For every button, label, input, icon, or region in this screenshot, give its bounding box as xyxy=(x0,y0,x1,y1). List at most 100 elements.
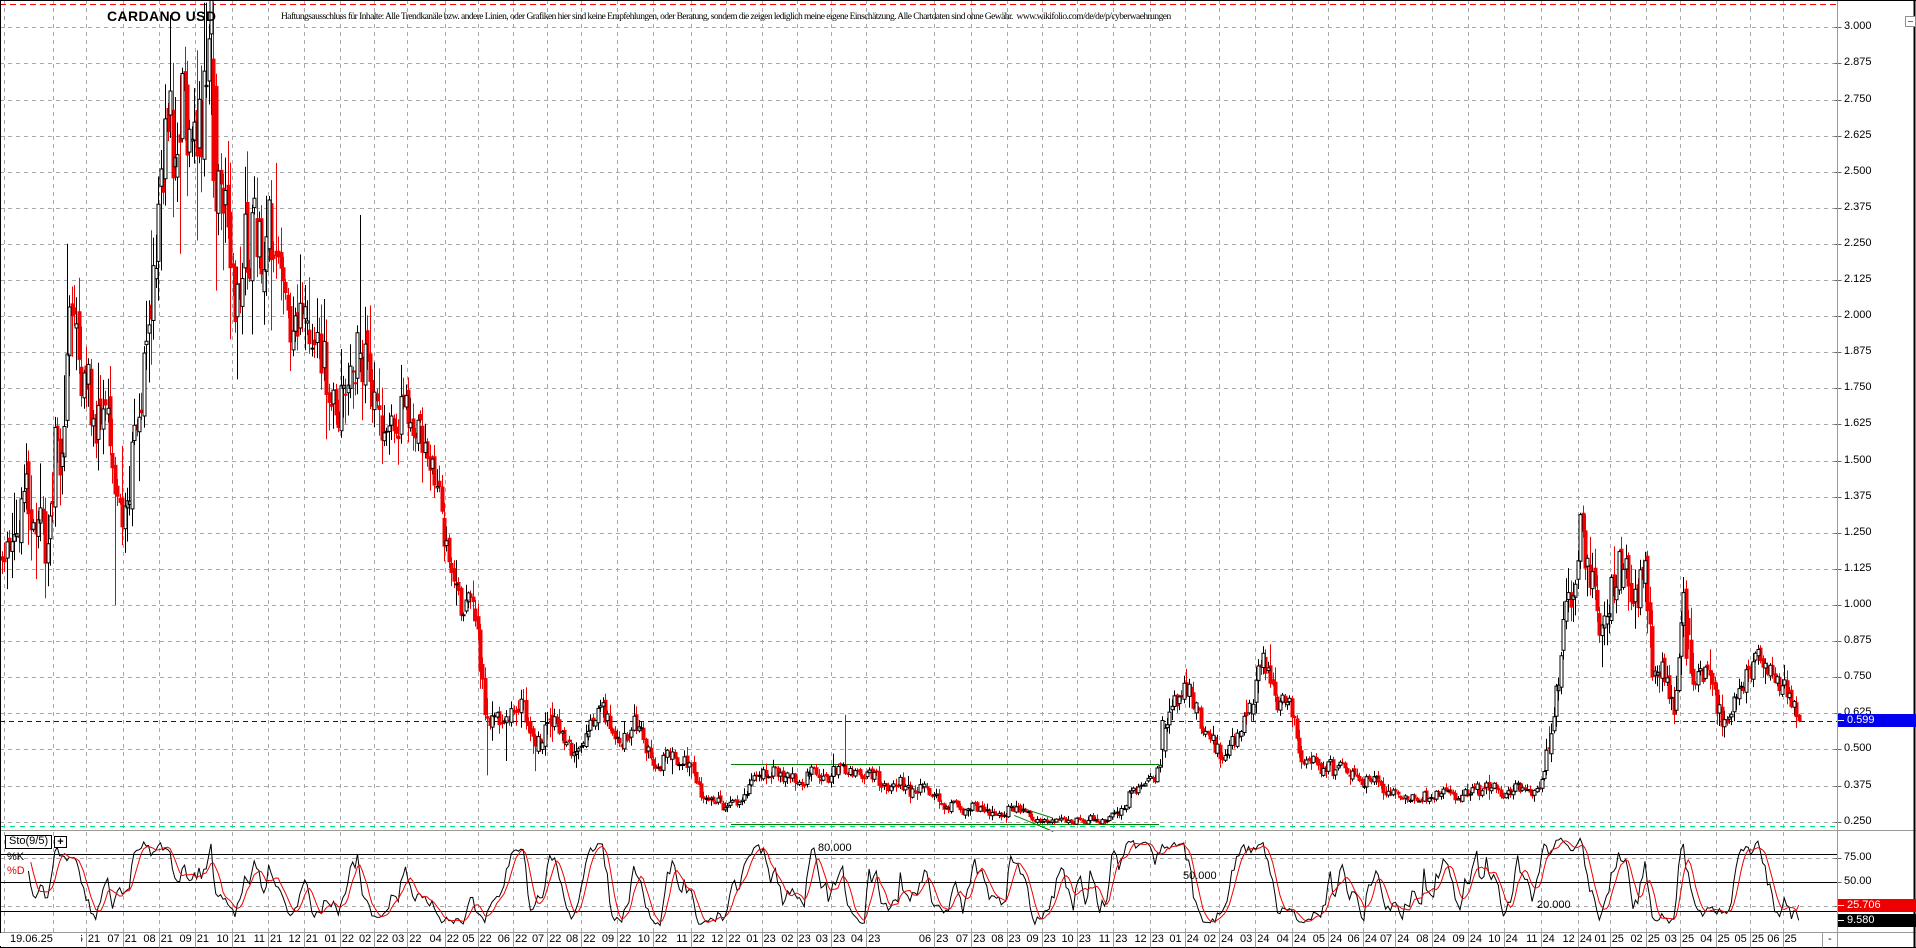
month-year-label: 22 xyxy=(409,933,422,945)
down-wicks xyxy=(2,2,1800,826)
month-number-label: 03 xyxy=(815,933,828,945)
last-price-badge: 0.599 xyxy=(1838,714,1916,727)
month-year-label: 23 xyxy=(798,933,811,945)
month-year-label: 24 xyxy=(1579,933,1593,945)
grid-vertical xyxy=(4,0,1784,933)
price-tick-label: 2.875 xyxy=(1844,56,1872,69)
month-number-label: 08 xyxy=(143,933,156,945)
chart-title: CARDANO USD xyxy=(107,8,217,24)
month-year-label: 21 xyxy=(233,933,246,945)
month-number-label: 06 xyxy=(497,933,510,945)
price-tick-label: 0.625 xyxy=(1844,706,1872,719)
price-tick-label: 2.500 xyxy=(1844,164,1872,177)
month-number-label: 07 xyxy=(955,933,969,945)
month-year-label: 25 xyxy=(1647,933,1660,945)
minimize-icon xyxy=(1908,21,1913,22)
price-tick-label: 1.125 xyxy=(1844,561,1872,574)
month-year-label: 22 xyxy=(654,933,668,945)
stochastic-level-label: 20.000 xyxy=(1537,898,1571,911)
month-year-label: 24 xyxy=(1293,933,1307,945)
month-number-label: 04 xyxy=(1276,933,1289,945)
month-number-label: 11 xyxy=(1526,933,1538,945)
disclaimer-text: Haftungsausschluss für Inhalte: Alle Tre… xyxy=(281,12,1171,22)
month-year-label: 21 xyxy=(196,933,210,945)
no-data-label: - xyxy=(1828,933,1832,945)
month-number-label: 03 xyxy=(1240,933,1253,945)
month-year-label: 22 xyxy=(692,933,705,945)
price-tick-label: 1.875 xyxy=(1844,345,1872,358)
month-number-label: 03 xyxy=(1664,933,1677,945)
month-number-label: 06 xyxy=(1347,933,1360,945)
stochastic-k-badge: 9.580 xyxy=(1838,914,1916,927)
month-year-label: 21 xyxy=(305,933,319,945)
month-year-label: 24 xyxy=(1330,933,1343,945)
stochastic-d-badge: 25.706 xyxy=(1838,899,1916,912)
price-tick-label: 0.875 xyxy=(1844,634,1872,647)
month-number-label: 08 xyxy=(1416,933,1429,945)
month-year-label: 25 xyxy=(1611,933,1624,945)
month-year-label: 23 xyxy=(1043,933,1056,945)
month-number-label: 05 xyxy=(462,933,475,945)
price-tick-label: 1.500 xyxy=(1844,453,1872,466)
price-tick-label: 3.000 xyxy=(1844,20,1872,33)
month-number-label: 02 xyxy=(359,933,372,945)
price-tick-label: 0.750 xyxy=(1844,670,1872,683)
percent-d-label: %D xyxy=(7,865,25,877)
month-number-label: 11 xyxy=(253,933,265,945)
month-number-label: 05 xyxy=(1312,933,1325,945)
month-year-label: 23 xyxy=(833,933,846,945)
channel-line-1 xyxy=(1014,814,1054,832)
month-year-label: 22 xyxy=(515,933,528,945)
month-number-label: 09 xyxy=(1026,933,1039,945)
percent-k-label: %K xyxy=(7,851,25,863)
minimize-button[interactable] xyxy=(1905,16,1916,27)
up-bodies xyxy=(5,0,1797,825)
month-number-label: 02 xyxy=(781,933,794,945)
month-year-label: 22 xyxy=(619,933,632,945)
month-number-label: 05 xyxy=(1734,933,1747,945)
month-year-label: 23 xyxy=(1008,933,1021,945)
month-number-label: 04 xyxy=(429,933,442,945)
month-number-label: 12 xyxy=(1562,933,1575,945)
month-number-label: 07 xyxy=(1379,933,1393,945)
month-number-label: 01 xyxy=(1594,933,1607,945)
month-year-label: 23 xyxy=(1151,933,1164,945)
month-year-label: 23 xyxy=(973,933,986,945)
price-tick-label: 2.375 xyxy=(1844,200,1872,213)
price-tick-label: 0.250 xyxy=(1844,814,1872,827)
stochastic-tick-label: 75.00 xyxy=(1844,851,1872,864)
last-date-label: 19.06.25 xyxy=(10,933,53,945)
month-year-label: 22 xyxy=(341,933,355,945)
price-tick-label: 2.000 xyxy=(1844,309,1872,322)
month-number-label: 04 xyxy=(850,933,864,945)
month-number-label: 01 xyxy=(1169,933,1182,945)
month-year-label: 24 xyxy=(1397,933,1410,945)
month-number-label: 07 xyxy=(531,933,545,945)
price-tick-label: 2.125 xyxy=(1844,273,1872,286)
annotation-lines xyxy=(0,4,1838,832)
down-bodies xyxy=(0,58,1802,825)
add-indicator-button[interactable]: + xyxy=(54,836,67,848)
month-year-label: 25 xyxy=(1717,933,1730,945)
month-year-label: 25 xyxy=(1784,933,1797,945)
price-tick-label: 1.625 xyxy=(1844,417,1872,430)
month-number-label: 11 xyxy=(1098,933,1111,945)
price-tick-label: 1.000 xyxy=(1844,597,1872,610)
month-number-label: 12 xyxy=(711,933,724,945)
band-separators xyxy=(86,932,1823,948)
price-tick-label: 1.250 xyxy=(1844,525,1872,538)
month-year-label: 22 xyxy=(479,933,492,945)
price-tick-label: 0.375 xyxy=(1844,778,1872,791)
stochastic-level-label: 80.000 xyxy=(818,841,852,854)
stochastic-indicator-label[interactable]: Sto(9/5) xyxy=(5,835,53,849)
month-year-label: 24 xyxy=(1469,933,1483,945)
price-tick-label: 0.500 xyxy=(1844,742,1872,755)
month-year-label: 22 xyxy=(728,933,741,945)
month-number-label: 02 xyxy=(1630,933,1643,945)
month-year-label: 21 xyxy=(270,933,283,945)
month-year-label: 23 xyxy=(1078,933,1091,945)
month-year-label: 24 xyxy=(1364,933,1378,945)
month-number-label: 10 xyxy=(216,933,229,945)
up-wicks xyxy=(7,0,1795,825)
month-year-label: 24 xyxy=(1433,933,1446,945)
